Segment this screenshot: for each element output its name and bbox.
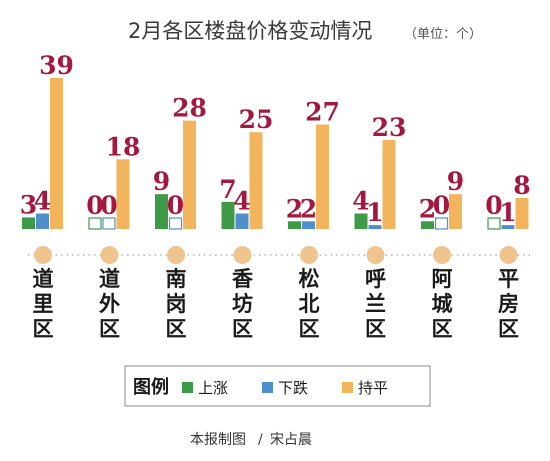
category-dot	[100, 246, 119, 264]
bar-fall	[36, 213, 49, 229]
category-label: 道里区	[33, 266, 54, 341]
value-label-rise: 9	[153, 167, 170, 196]
bar-flat	[449, 194, 462, 229]
value-label-rise: 2	[419, 194, 436, 223]
category-label-text: 平房区	[498, 266, 519, 341]
value-label-fall: 0	[433, 191, 450, 220]
bar-rise-zero	[487, 217, 501, 230]
chart-unit: （单位：个）	[404, 27, 482, 42]
category-dot	[366, 246, 385, 264]
category-dot	[300, 246, 318, 264]
value-label-flat: 39	[39, 51, 74, 80]
bar-rise	[354, 213, 368, 229]
value-label-fall: 1	[499, 198, 516, 227]
bar-flat	[183, 120, 196, 229]
bar-flat	[316, 124, 329, 229]
bar-rise	[421, 221, 434, 229]
bar-rise	[22, 217, 35, 229]
bar-rise	[155, 194, 168, 229]
bar-fall	[302, 221, 315, 229]
category-label: 呼兰区	[365, 266, 386, 341]
credit-separator: /	[258, 432, 263, 448]
bar-fall-zero	[168, 217, 183, 230]
bar-flat	[50, 78, 63, 229]
bar-fall-zero	[434, 217, 449, 230]
legend-swatch-fall	[262, 382, 273, 393]
bar-flat	[382, 139, 396, 229]
bar-rise-zero	[88, 217, 102, 230]
value-label-flat: 25	[239, 105, 274, 134]
chart-title: 2月各区楼盘价格变动情况	[128, 19, 372, 43]
bar-flat	[116, 159, 130, 229]
category-label-text: 道里区	[33, 266, 54, 341]
legend-box	[124, 365, 431, 407]
value-label-rise: 7	[219, 175, 236, 204]
category-label: 香坊区	[232, 266, 254, 341]
value-label-fall: 4	[34, 187, 51, 216]
category-label-text: 阿城区	[432, 266, 453, 341]
value-label-rise: 2	[286, 194, 303, 223]
category-label: 道外区	[99, 266, 120, 341]
category-labels-group: 道里区 道外区 南岗区 香坊区 松北区 呼兰区 阿城区 平房区	[33, 266, 520, 341]
value-label-rise: 0	[485, 191, 502, 220]
value-label-rise: 0	[86, 191, 103, 220]
legend-label-rise: 上涨	[198, 379, 228, 397]
bar-fall	[501, 225, 515, 229]
bar-rise	[221, 201, 235, 229]
category-label: 阿城区	[432, 266, 453, 341]
value-label-fall: 0	[100, 191, 117, 220]
value-label-fall: 1	[366, 198, 383, 227]
category-label: 南岗区	[166, 266, 187, 341]
category-label-text: 呼兰区	[365, 266, 386, 341]
value-label-flat: 28	[172, 94, 207, 123]
category-dot	[433, 246, 451, 264]
credit-author: 宋占晨	[270, 432, 312, 448]
bar-flat	[515, 198, 529, 229]
value-label-flat: 8	[513, 171, 530, 200]
value-label-rise: 4	[352, 187, 369, 216]
category-dot	[233, 246, 252, 264]
category-label: 松北区	[299, 266, 320, 341]
category-label-text: 松北区	[299, 266, 320, 341]
category-dot	[167, 246, 185, 264]
value-label-fall: 0	[167, 191, 184, 220]
value-label-fall: 2	[300, 194, 317, 223]
category-dots-group	[34, 246, 518, 264]
category-label-text: 香坊区	[232, 266, 254, 341]
bar-fall	[368, 225, 382, 229]
value-label-flat: 23	[372, 113, 407, 142]
legend-title: 图例	[133, 376, 169, 398]
category-dot	[499, 246, 518, 264]
bar-fall-zero	[102, 217, 116, 230]
category-label-text: 道外区	[99, 266, 120, 341]
value-label-flat: 18	[106, 132, 141, 161]
value-label-flat: 9	[447, 167, 464, 196]
bar-flat	[249, 132, 263, 229]
legend-swatch-rise	[182, 382, 193, 393]
category-label-text: 南岗区	[166, 266, 187, 341]
value-label-flat: 27	[305, 97, 340, 126]
legend-label-flat: 持平	[358, 379, 388, 397]
category-label: 平房区	[498, 266, 519, 341]
bar-rise	[288, 221, 301, 229]
credit-prefix: 本报制图	[190, 432, 246, 448]
category-dot	[34, 246, 52, 264]
legend-swatch-flat	[342, 382, 353, 393]
value-label-rise: 3	[20, 190, 37, 219]
legend-label-fall: 下跌	[278, 379, 308, 397]
bar-fall	[235, 213, 249, 229]
value-label-fall: 4	[233, 187, 250, 216]
bars-group	[22, 78, 529, 230]
